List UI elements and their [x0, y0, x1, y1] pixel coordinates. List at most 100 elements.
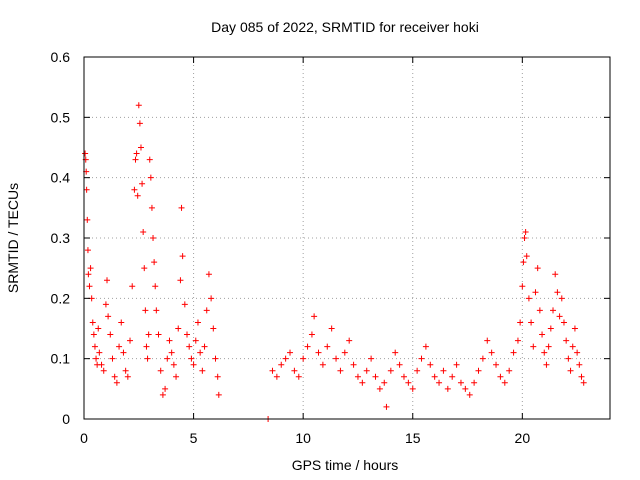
y-tick-label: 0.6 — [51, 49, 71, 65]
data-point — [484, 337, 491, 344]
data-point — [150, 235, 157, 241]
data-point — [354, 373, 361, 380]
data-point — [124, 373, 131, 380]
data-point — [278, 361, 285, 368]
data-point — [127, 337, 134, 344]
data-point — [346, 337, 353, 344]
data-point — [181, 301, 188, 308]
data-point — [89, 319, 96, 326]
y-tick-label: 0.2 — [51, 290, 71, 306]
gridlines — [84, 57, 610, 419]
data-point — [194, 319, 201, 326]
x-tick-label: 5 — [190, 430, 198, 446]
data-point — [409, 385, 416, 392]
data-point — [120, 349, 127, 356]
data-point — [565, 355, 572, 362]
data-point — [521, 235, 528, 241]
data-point — [539, 331, 546, 338]
data-point — [173, 373, 180, 380]
data-point — [545, 343, 552, 350]
data-point — [514, 337, 521, 344]
data-point — [580, 379, 587, 386]
data-point — [563, 337, 570, 344]
x-tick-label: 15 — [405, 430, 421, 446]
data-point — [341, 349, 348, 356]
y-tick-label: 0.5 — [51, 109, 71, 125]
data-point — [328, 325, 335, 332]
data-point — [269, 367, 276, 374]
data-point — [140, 228, 147, 235]
data-point — [359, 379, 366, 386]
data-point — [164, 355, 171, 362]
data-point — [186, 343, 193, 350]
data-point — [157, 367, 164, 374]
data-point — [151, 259, 158, 266]
data-point — [547, 325, 554, 332]
data-point — [170, 361, 177, 368]
data-point — [501, 379, 508, 386]
data-point — [556, 313, 563, 320]
y-tick-label: 0.3 — [51, 230, 71, 246]
data-point — [137, 144, 144, 151]
data-point — [475, 367, 482, 374]
data-point — [315, 349, 322, 356]
data-point — [168, 349, 175, 356]
data-point — [84, 216, 91, 223]
data-point — [324, 343, 331, 350]
data-point — [100, 367, 107, 374]
data-point — [311, 313, 318, 320]
data-point — [179, 253, 186, 260]
axis-ticks: 0 5 10 15 20 0 0.1 0.2 0.3 0.4 0.5 0.6 — [51, 49, 610, 446]
data-point — [159, 391, 166, 398]
data-point — [84, 247, 91, 254]
data-point — [479, 355, 486, 362]
data-point — [522, 228, 529, 235]
data-point — [536, 307, 543, 314]
data-point — [141, 265, 148, 272]
data-point — [541, 349, 548, 356]
data-point — [118, 319, 125, 326]
data-point — [197, 349, 204, 356]
data-point — [132, 156, 139, 163]
data-point — [192, 337, 199, 344]
data-point — [383, 403, 390, 410]
data-point — [136, 120, 143, 127]
data-point — [273, 373, 280, 380]
data-point — [381, 379, 388, 386]
data-point — [530, 343, 537, 350]
y-axis-label: SRMTID / TECUs — [5, 183, 21, 293]
data-point — [139, 180, 146, 187]
data-point — [153, 307, 160, 314]
data-point — [82, 150, 89, 157]
data-point — [111, 373, 118, 380]
data-point — [155, 331, 162, 338]
data-point — [319, 361, 326, 368]
plot-frame — [83, 56, 611, 420]
data-point — [147, 174, 154, 181]
data-point — [135, 102, 142, 109]
data-point — [87, 265, 94, 272]
data-point — [214, 373, 221, 380]
data-point — [350, 361, 357, 368]
data-point — [414, 367, 421, 374]
data-point — [368, 355, 375, 362]
data-point — [215, 391, 222, 398]
data-point — [569, 343, 576, 350]
data-point — [282, 355, 289, 362]
data-point — [105, 313, 112, 320]
data-point — [523, 253, 530, 260]
data-point — [144, 355, 151, 362]
data-point — [300, 355, 307, 362]
data-point — [534, 265, 541, 272]
data-point — [131, 186, 138, 193]
data-point — [558, 295, 565, 302]
data-point — [143, 343, 150, 350]
data-point — [552, 271, 559, 278]
data-point — [422, 343, 429, 350]
data-point — [543, 361, 550, 368]
data-point — [567, 367, 574, 374]
data-point — [488, 349, 495, 356]
data-point — [466, 391, 473, 398]
data-point — [203, 307, 210, 314]
data-point — [91, 343, 98, 350]
